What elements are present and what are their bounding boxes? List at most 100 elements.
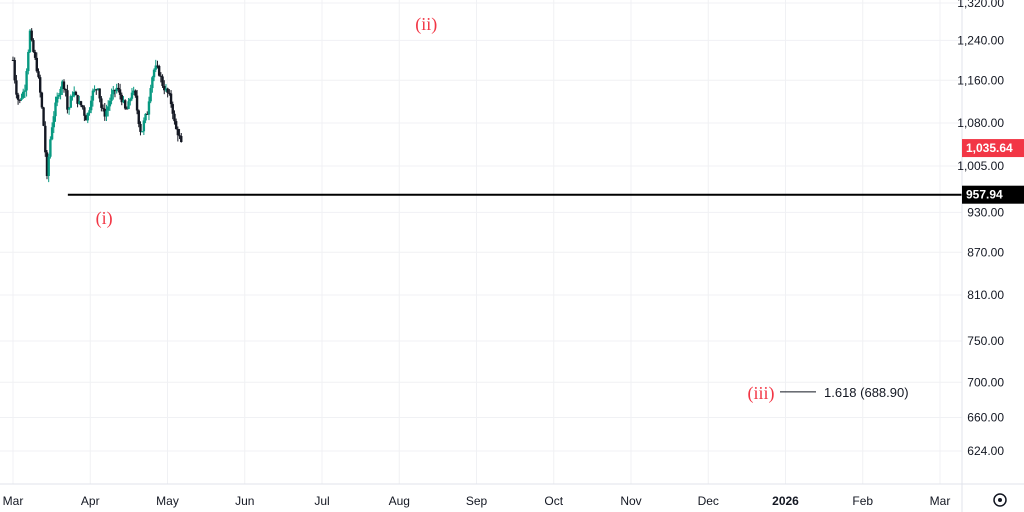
candle <box>101 104 105 112</box>
candle <box>20 93 23 101</box>
support-level-value: 957.94 <box>966 188 1003 202</box>
candle <box>176 126 180 142</box>
candle <box>117 83 120 93</box>
candle <box>30 28 33 42</box>
time-tick-label: Oct <box>544 494 563 508</box>
candle <box>140 131 144 133</box>
time-tick-label: May <box>156 494 179 508</box>
candle <box>50 122 54 141</box>
candle <box>84 114 88 121</box>
candle <box>40 91 44 109</box>
candle <box>74 90 78 96</box>
candle <box>35 52 38 73</box>
candle <box>113 89 117 98</box>
time-tick-label: Jul <box>314 494 329 508</box>
time-tick-label: Jun <box>235 494 254 508</box>
candle <box>96 88 100 91</box>
candle <box>164 84 168 93</box>
candle <box>67 106 71 115</box>
wave-iii-label: (iii) <box>748 383 775 404</box>
candle <box>78 95 81 105</box>
candle <box>45 150 49 180</box>
time-tick-label: Dec <box>698 494 719 508</box>
candle <box>98 88 101 103</box>
wave-i-label: (i) <box>96 208 113 229</box>
candle <box>21 88 25 100</box>
candle <box>174 118 178 130</box>
candles <box>11 28 183 183</box>
candle <box>64 88 67 97</box>
candle <box>15 74 18 99</box>
price-tick-label: 660.00 <box>967 410 1004 424</box>
candle <box>123 99 127 110</box>
candle <box>59 86 62 100</box>
last-price-badge: 1,035.64 <box>962 139 1024 158</box>
candle <box>33 49 37 60</box>
candle <box>49 136 52 159</box>
candle <box>69 94 72 108</box>
candle <box>142 117 146 136</box>
candle <box>37 68 40 79</box>
candle <box>122 96 125 104</box>
candle <box>23 84 27 98</box>
candle <box>62 79 66 93</box>
wave-ii-label: (ii) <box>415 14 437 35</box>
time-tick-label: Feb <box>852 494 873 508</box>
candle <box>55 92 59 107</box>
candle <box>11 56 15 61</box>
candle <box>132 86 135 96</box>
candle <box>147 96 151 121</box>
candle <box>44 121 47 157</box>
time-tick-label: Mar <box>3 494 24 508</box>
candle <box>137 109 140 128</box>
candle <box>76 94 79 108</box>
candle <box>149 84 152 104</box>
candle <box>139 121 142 136</box>
candle <box>144 113 147 124</box>
time-tick-label: Sep <box>466 494 488 508</box>
candle <box>118 83 122 100</box>
support-level-badge-bg <box>962 185 1024 204</box>
candle <box>13 57 16 84</box>
candle <box>57 92 61 99</box>
candle <box>159 72 163 83</box>
candle <box>47 153 50 183</box>
time-axis[interactable]: Mar Apr May Jun Jul Aug Sep Oct Nov Dec 2026 Feb Mar <box>0 483 1024 508</box>
candle <box>166 87 169 98</box>
candle <box>72 86 76 98</box>
price-tick-label: 1,080.00 <box>957 116 1004 130</box>
candle <box>146 111 149 115</box>
candle <box>154 59 157 73</box>
candle <box>103 102 106 121</box>
candle <box>16 92 20 105</box>
time-tick-label: Aug <box>389 494 410 508</box>
time-tick-label: Mar <box>930 494 951 508</box>
price-tick-label: 1,005.00 <box>957 159 1004 173</box>
candle <box>105 104 108 122</box>
candle <box>95 88 98 95</box>
candle <box>163 80 166 95</box>
price-tick-label: 750.00 <box>967 334 1004 348</box>
gear-icon <box>993 493 1007 507</box>
candle <box>171 101 174 120</box>
candle <box>54 96 57 122</box>
grid <box>0 0 962 484</box>
candle <box>81 104 84 110</box>
candle <box>106 100 110 117</box>
time-tick-label: Nov <box>620 494 641 508</box>
time-tick-label: Apr <box>81 494 100 508</box>
candle <box>168 89 171 96</box>
price-tick-label: 1,240.00 <box>957 33 1004 47</box>
candle <box>108 97 112 111</box>
candle <box>79 100 83 108</box>
price-tick-label: 624.00 <box>967 444 1004 458</box>
price-axis[interactable]: 1,320.00 1,240.00 1,160.00 1,080.00 1,005.00… <box>957 0 1004 512</box>
candle <box>61 79 64 96</box>
candle <box>180 133 183 143</box>
candle <box>112 85 115 100</box>
settings-button[interactable] <box>993 493 1007 507</box>
gear-icon-center <box>998 498 1002 502</box>
candle <box>173 110 176 125</box>
